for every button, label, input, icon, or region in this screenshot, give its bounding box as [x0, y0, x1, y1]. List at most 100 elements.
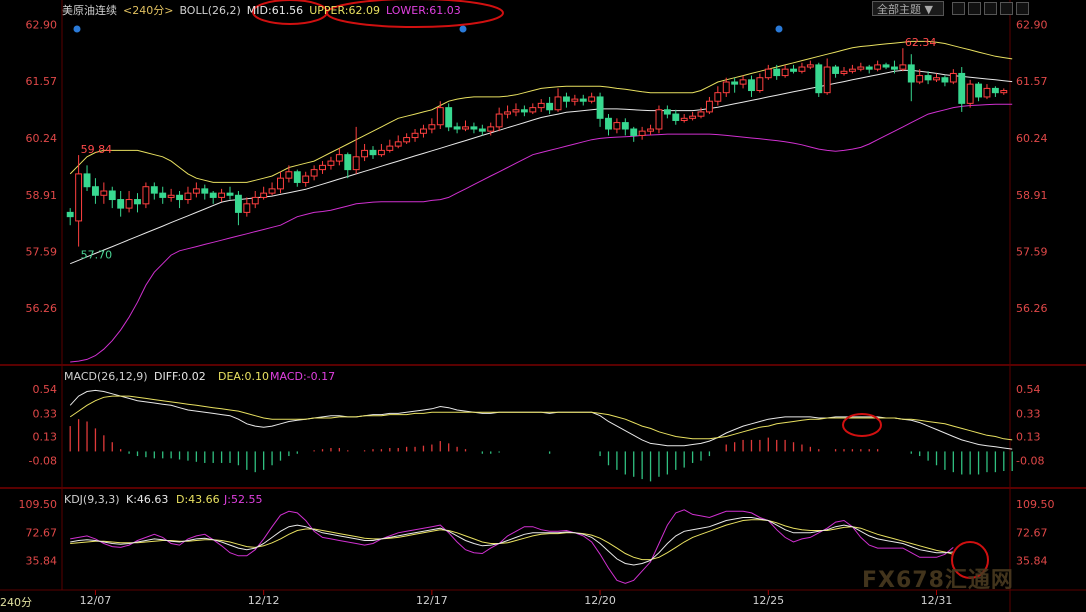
highlight-circle: [326, 0, 504, 28]
candle-body: [234, 194, 242, 213]
candle-body: [697, 111, 705, 117]
candle-body: [731, 81, 739, 85]
candle-body: [218, 192, 226, 198]
candle-body: [832, 66, 840, 74]
candle-body: [487, 126, 495, 132]
macd-tick-right: 0.33: [1016, 407, 1041, 420]
layout-icon[interactable]: [952, 2, 965, 15]
period-corner[interactable]: 240分: [0, 596, 32, 609]
highlight-circle: [842, 413, 882, 437]
macd-dea-line: [69, 395, 1013, 441]
time-tick-label: 12/20: [584, 594, 616, 607]
candle-body: [907, 64, 915, 83]
candle-body: [899, 64, 907, 70]
kdj-tick-left: 109.50: [19, 498, 58, 511]
kdj-k-label: K:46.63: [126, 493, 168, 506]
price-tick-right: 56.26: [1016, 302, 1048, 315]
candle-body: [705, 100, 713, 113]
candle-body: [781, 68, 789, 77]
kdj-tick-left: 72.67: [26, 526, 58, 539]
candle-body: [302, 175, 310, 183]
candle-body: [335, 154, 343, 162]
candle-body: [756, 77, 764, 92]
panel-divider[interactable]: [0, 487, 1086, 489]
candle-body: [848, 68, 856, 72]
grid-icon[interactable]: [968, 2, 981, 15]
candle-body: [680, 117, 688, 121]
time-tick-label: 12/07: [80, 594, 112, 607]
event-marker-icon: [459, 25, 467, 33]
candle-body: [470, 126, 478, 130]
window-icon[interactable]: [984, 2, 997, 15]
candle-body: [933, 77, 940, 81]
candle-body: [975, 83, 983, 98]
time-tick-label: 12/12: [248, 594, 280, 607]
highlight-circle: [951, 541, 989, 579]
candle-body: [184, 192, 192, 201]
candle-body: [108, 190, 116, 201]
candle-body: [773, 68, 781, 77]
candle-body: [857, 66, 865, 70]
boll-lower-value: LOWER:61.03: [385, 4, 461, 17]
candle-body: [546, 102, 554, 111]
close-icon[interactable]: [1016, 2, 1029, 15]
candle-body: [327, 160, 335, 166]
candle-body: [588, 96, 596, 102]
candle-body: [529, 107, 537, 113]
candle-body: [739, 79, 747, 85]
candle-body: [285, 171, 293, 179]
candle-body: [386, 145, 394, 151]
candle-body: [571, 98, 579, 102]
instrument-name: 美原油连续: [62, 4, 117, 17]
candle-body: [748, 79, 755, 92]
candle-body: [369, 149, 377, 156]
price-tick-right: 61.57: [1016, 75, 1048, 88]
kdj-k-line: [70, 517, 954, 566]
kdj-tick-right: 109.50: [1016, 498, 1055, 511]
candle-body: [377, 149, 385, 156]
candle-body: [605, 117, 612, 130]
candle-body: [991, 87, 999, 94]
time-tick-label: 12/31: [921, 594, 953, 607]
candle-body: [209, 192, 217, 198]
candle-body: [268, 188, 276, 194]
macd-diff-label: DIFF:0.02: [154, 370, 206, 383]
kdj-tick-right: 72.67: [1016, 526, 1048, 539]
candle-body: [159, 192, 167, 198]
candle-body: [949, 72, 957, 83]
candle-body: [790, 68, 797, 72]
candle-body: [537, 102, 545, 109]
candle-body: [579, 98, 587, 102]
candle-body: [411, 132, 419, 139]
candle-body: [445, 107, 453, 128]
price-annotation: 62.34: [905, 36, 937, 49]
candle-body: [150, 186, 158, 194]
price-tick-left: 60.24: [26, 132, 58, 145]
candle-body: [941, 77, 949, 83]
boll-label[interactable]: BOLL(26,2): [179, 4, 241, 17]
boll-mid-line: [70, 69, 1013, 265]
period-label[interactable]: <240分>: [123, 4, 174, 17]
candle-body: [882, 64, 890, 68]
candle-body: [562, 96, 570, 102]
boll-lower-line: [70, 103, 1013, 363]
candle-body: [310, 169, 318, 177]
kdj-tick-right: 35.84: [1016, 555, 1048, 568]
candle-body: [1000, 90, 1008, 94]
candle-body: [512, 109, 520, 113]
candle-body: [663, 109, 671, 115]
candle-body: [865, 66, 873, 70]
candle-body: [966, 83, 974, 104]
theme-dropdown[interactable]: 全部主题 ▼: [872, 1, 944, 16]
price-tick-left: 57.59: [26, 245, 58, 258]
candle-body: [462, 126, 469, 130]
kdj-d-label: D:43.66: [176, 493, 220, 506]
candle-body: [638, 130, 646, 136]
panel-divider[interactable]: [0, 364, 1086, 366]
macd-tick-left: 0.13: [33, 430, 58, 443]
macd-tick-right: 0.54: [1016, 383, 1041, 396]
restore-icon[interactable]: [1000, 2, 1013, 15]
candle-body: [134, 199, 141, 205]
candle-body: [520, 109, 528, 113]
